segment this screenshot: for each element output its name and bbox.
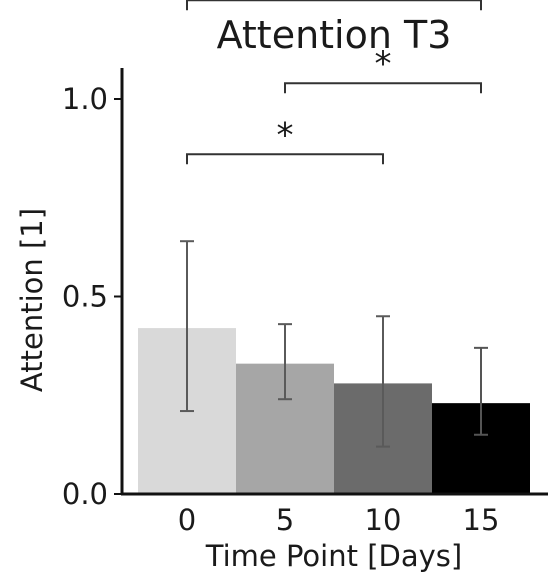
x-tick-label-10: 10 <box>365 503 402 537</box>
significance-star: * <box>326 0 343 1</box>
x-tick-label-0: 0 <box>178 503 196 537</box>
error-bars <box>180 240 488 448</box>
x-ticks: 0 5 10 15 <box>178 503 500 537</box>
chart-title: Attention T3 <box>217 13 452 57</box>
y-tick-label: 0.0 <box>62 477 108 511</box>
y-tick-label: 0.5 <box>62 280 108 314</box>
significance-bracket <box>284 82 482 94</box>
significance-bracket <box>186 153 384 165</box>
y-ticks: 0.0 0.5 1.0 <box>62 82 122 511</box>
significance-brackets: * * * <box>186 0 482 165</box>
significance-star: * <box>375 44 392 84</box>
y-axis-label: Attention [1] <box>15 208 49 392</box>
x-tick-label-5: 5 <box>276 503 294 537</box>
significance-bracket <box>186 0 482 11</box>
y-tick-label: 1.0 <box>62 82 108 116</box>
x-tick-label-15: 15 <box>463 503 500 537</box>
bars <box>138 328 530 494</box>
x-axis-label: Time Point [Days] <box>205 539 462 573</box>
significance-star: * <box>277 115 294 155</box>
